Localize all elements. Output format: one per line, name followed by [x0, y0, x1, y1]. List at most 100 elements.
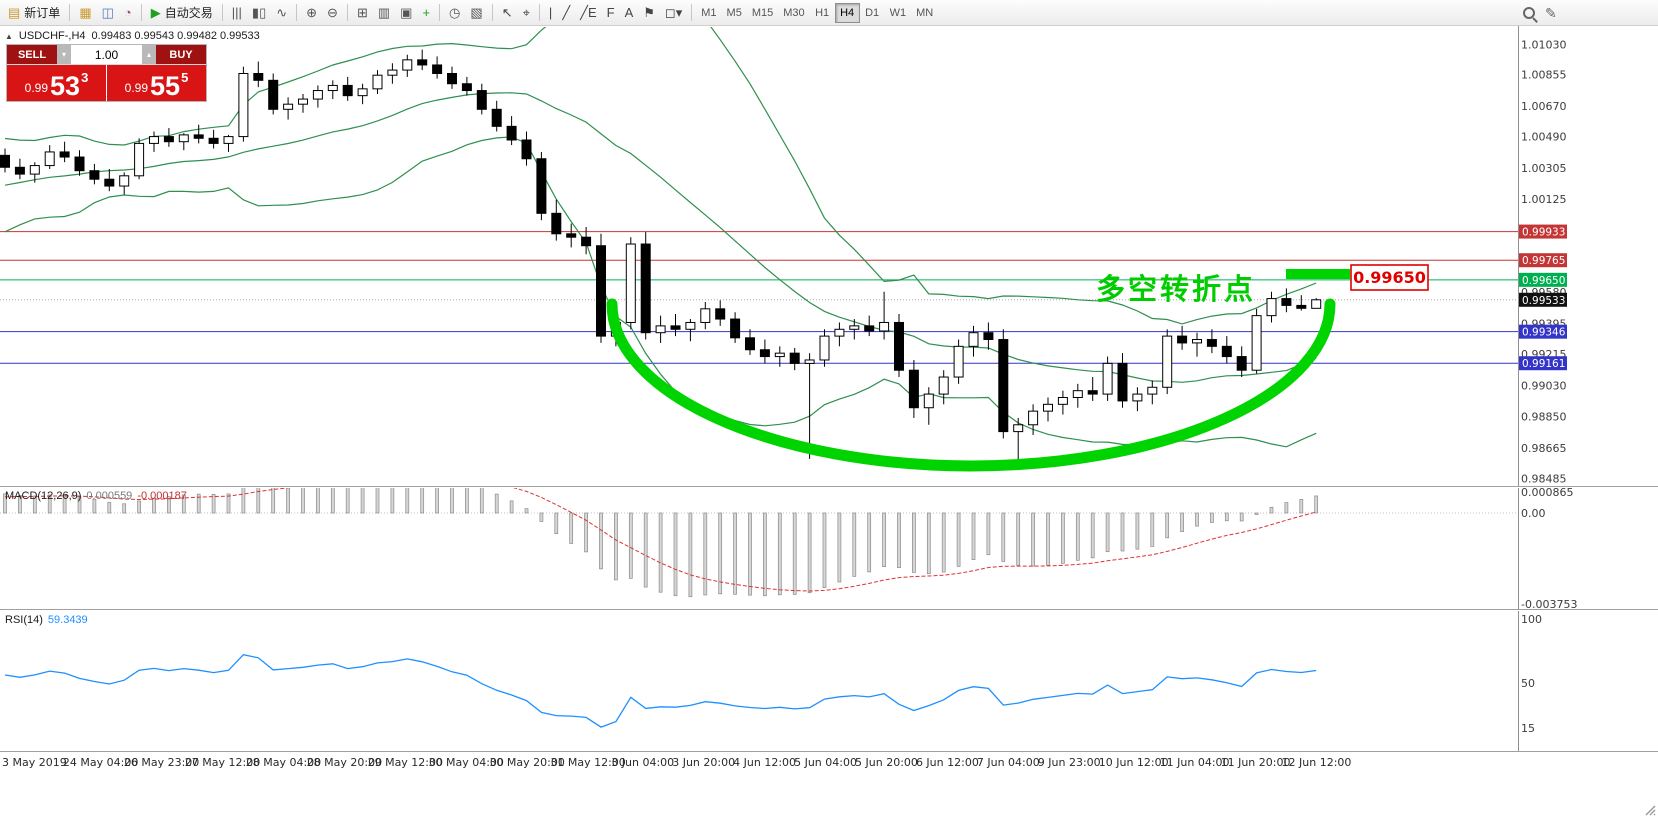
tile-windows-button[interactable]: ⊞ [352, 2, 373, 24]
candle [819, 329, 830, 367]
time-label: 10 Jun 12:00 [1099, 756, 1169, 769]
candle [1177, 325, 1188, 350]
buy-price-prefix: 0.99 [124, 81, 149, 95]
candle [536, 151, 547, 221]
time-label: 3 Jun 04:00 [611, 756, 674, 769]
candle [745, 329, 755, 355]
candle [968, 325, 979, 357]
vertical-line-button[interactable]: | [544, 2, 557, 24]
candle [0, 148, 10, 173]
price-tick: 1.00125 [1521, 193, 1567, 206]
macd-tick: 0.00 [1521, 507, 1546, 520]
candle [1132, 387, 1143, 412]
charts-button[interactable]: ▦ [74, 2, 96, 24]
candle [14, 158, 25, 180]
volume-input[interactable] [71, 45, 142, 64]
new-order-icon: ▤ [8, 5, 21, 20]
profiles-button[interactable]: ◫ [97, 2, 119, 24]
timeframe-m30-button[interactable]: M30 [778, 3, 809, 23]
templates-button[interactable]: ▧ [465, 2, 487, 24]
equidistant-channel-button[interactable]: ╱E [575, 2, 602, 24]
timeframe-mn-button[interactable]: MN [911, 3, 938, 23]
trendline-icon: ╱ [562, 5, 571, 20]
timeframe-d1-button[interactable]: D1 [860, 3, 885, 23]
bar-chart-button[interactable]: ||| [227, 2, 247, 24]
toolbar-separator [691, 4, 693, 21]
macd-name: MACD(12,26,9) [5, 490, 82, 502]
price-tick: 1.00855 [1521, 68, 1567, 81]
annotation-text[interactable]: 多空转折点 [1096, 272, 1256, 306]
candle [923, 387, 934, 425]
zoom-in-button[interactable]: ⊕ [301, 2, 322, 24]
volume-spinner[interactable]: ▴ [142, 45, 156, 64]
buy-price-big: 55 [150, 70, 181, 101]
trendline-button[interactable]: ╱ [557, 2, 575, 24]
candle [774, 346, 785, 367]
new-order-button[interactable]: ▤ 新订单 [3, 2, 65, 24]
candle [447, 66, 457, 89]
crosshair-button[interactable]: ⌖ [518, 2, 535, 24]
buy-price-button[interactable]: 0.99 55 5 [106, 65, 206, 101]
candle [119, 172, 130, 195]
bollinger-bands [4, 27, 1317, 448]
timeframe-w1-button[interactable]: W1 [885, 3, 912, 23]
vertical-line-icon: | [548, 5, 553, 20]
timeframe-m15-button[interactable]: M15 [747, 3, 778, 23]
zoom-out-button[interactable]: ⊖ [322, 2, 343, 24]
arrange-windows-button[interactable]: ▣ [395, 2, 417, 24]
text-label-button[interactable]: A [620, 2, 639, 24]
arrows-button[interactable]: ⚑ [638, 2, 660, 24]
edit-icon[interactable]: ✎ [1545, 5, 1557, 21]
price-tag-0.99533: 0.99533 [1519, 292, 1567, 307]
candle [432, 56, 443, 79]
candle [372, 70, 383, 94]
price-tag-0.99161: 0.99161 [1519, 356, 1567, 371]
line-chart-icon: ∿ [276, 5, 288, 20]
candle [298, 93, 308, 113]
candle [506, 116, 517, 146]
candle [566, 223, 577, 248]
one-click-price-row: 0.99 53 3 0.99 55 5 [7, 65, 206, 101]
timeframe-m5-button[interactable]: M5 [722, 3, 747, 23]
periods-button[interactable]: ◷ [444, 2, 465, 24]
cascade-windows-button[interactable]: ▥ [373, 2, 395, 24]
shapes-button[interactable]: ◻▾ [660, 2, 687, 24]
fibonacci-button[interactable]: F [602, 2, 620, 24]
price-callout-box[interactable] [1350, 264, 1429, 291]
auto-trading-button[interactable]: ▶ 自动交易 [146, 2, 218, 24]
fibonacci-icon: F [606, 5, 615, 20]
time-label: 3 Jun 20:00 [672, 756, 735, 769]
timeframe-h4-button[interactable]: H4 [834, 2, 860, 23]
candle [1311, 298, 1322, 309]
timeframe-h1-button[interactable]: H1 [810, 3, 835, 23]
candle [581, 226, 592, 255]
sell-price-button[interactable]: 0.99 53 3 [7, 65, 106, 101]
volume-dropdown-arrow[interactable]: ▾ [57, 45, 71, 64]
price-tag-0.99765: 0.99765 [1519, 253, 1567, 268]
sell-button[interactable]: SELL [7, 45, 57, 64]
collapse-one-click-icon[interactable]: ▲ [5, 31, 13, 41]
candle [134, 138, 145, 180]
cursor-button[interactable]: ↖ [497, 2, 518, 24]
indicators-button[interactable]: + [417, 2, 435, 24]
candle [1028, 404, 1039, 436]
time-label: 30 May 20:00 [489, 756, 564, 769]
buy-button[interactable]: BUY [156, 45, 206, 64]
resize-grip[interactable] [1645, 805, 1656, 816]
candle [1162, 329, 1173, 395]
rsi-label: RSI(14) 59.3439 [5, 614, 88, 626]
toolbar-buttons: ▤ 新订单 ▦ ◫ ◔ ▶ 自动交易 ||| ▮▯ ∿ ⊕ ⊖ ⊞ ▥ ▣ + ◷ ▧ ↖ ⌖ | ╱ ╱E F A ⚑ ◻▾ M1 M… [3, 2, 938, 24]
candlestick-chart-button[interactable]: ▮▯ [247, 2, 271, 24]
price-tick: 1.00305 [1521, 162, 1567, 175]
search-icon[interactable] [1522, 6, 1537, 21]
timeframe-m1-button[interactable]: M1 [696, 3, 721, 23]
rounded-bottom-arc[interactable] [606, 298, 1336, 472]
market-watch-button[interactable]: ◔ [119, 2, 137, 24]
candle [596, 233, 606, 343]
annotations-layer: 多空转折点 0.99650 [606, 264, 1429, 472]
candle [1013, 417, 1024, 463]
price-tick: 1.01030 [1521, 39, 1567, 52]
line-chart-button[interactable]: ∿ [271, 2, 292, 24]
ohlc-values: 0.99483 0.99543 0.99482 0.99533 [91, 30, 260, 42]
periods-icon: ◷ [449, 5, 461, 20]
